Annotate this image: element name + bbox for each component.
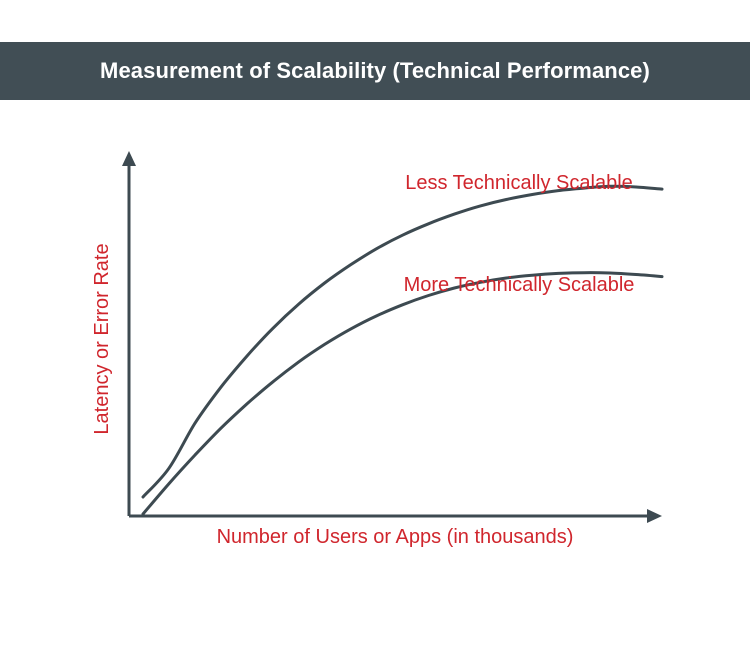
- series-line-more-scalable: [141, 271, 664, 516]
- series-label-more-scalable: More Technically Scalable: [404, 274, 635, 296]
- page-title: Measurement of Scalability (Technical Pe…: [100, 58, 650, 83]
- title-bar: Measurement of Scalability (Technical Pe…: [0, 42, 750, 100]
- series-line-less-scalable: [141, 184, 664, 499]
- series-group: [141, 184, 664, 516]
- x-axis-label: Number of Users or Apps (in thousands): [217, 526, 574, 548]
- y-axis-arrow-icon: [122, 151, 136, 166]
- series-label-less-scalable: Less Technically Scalable: [405, 172, 633, 194]
- y-axis-label: Latency or Error Rate: [91, 243, 113, 434]
- x-axis-arrow-icon: [647, 509, 662, 523]
